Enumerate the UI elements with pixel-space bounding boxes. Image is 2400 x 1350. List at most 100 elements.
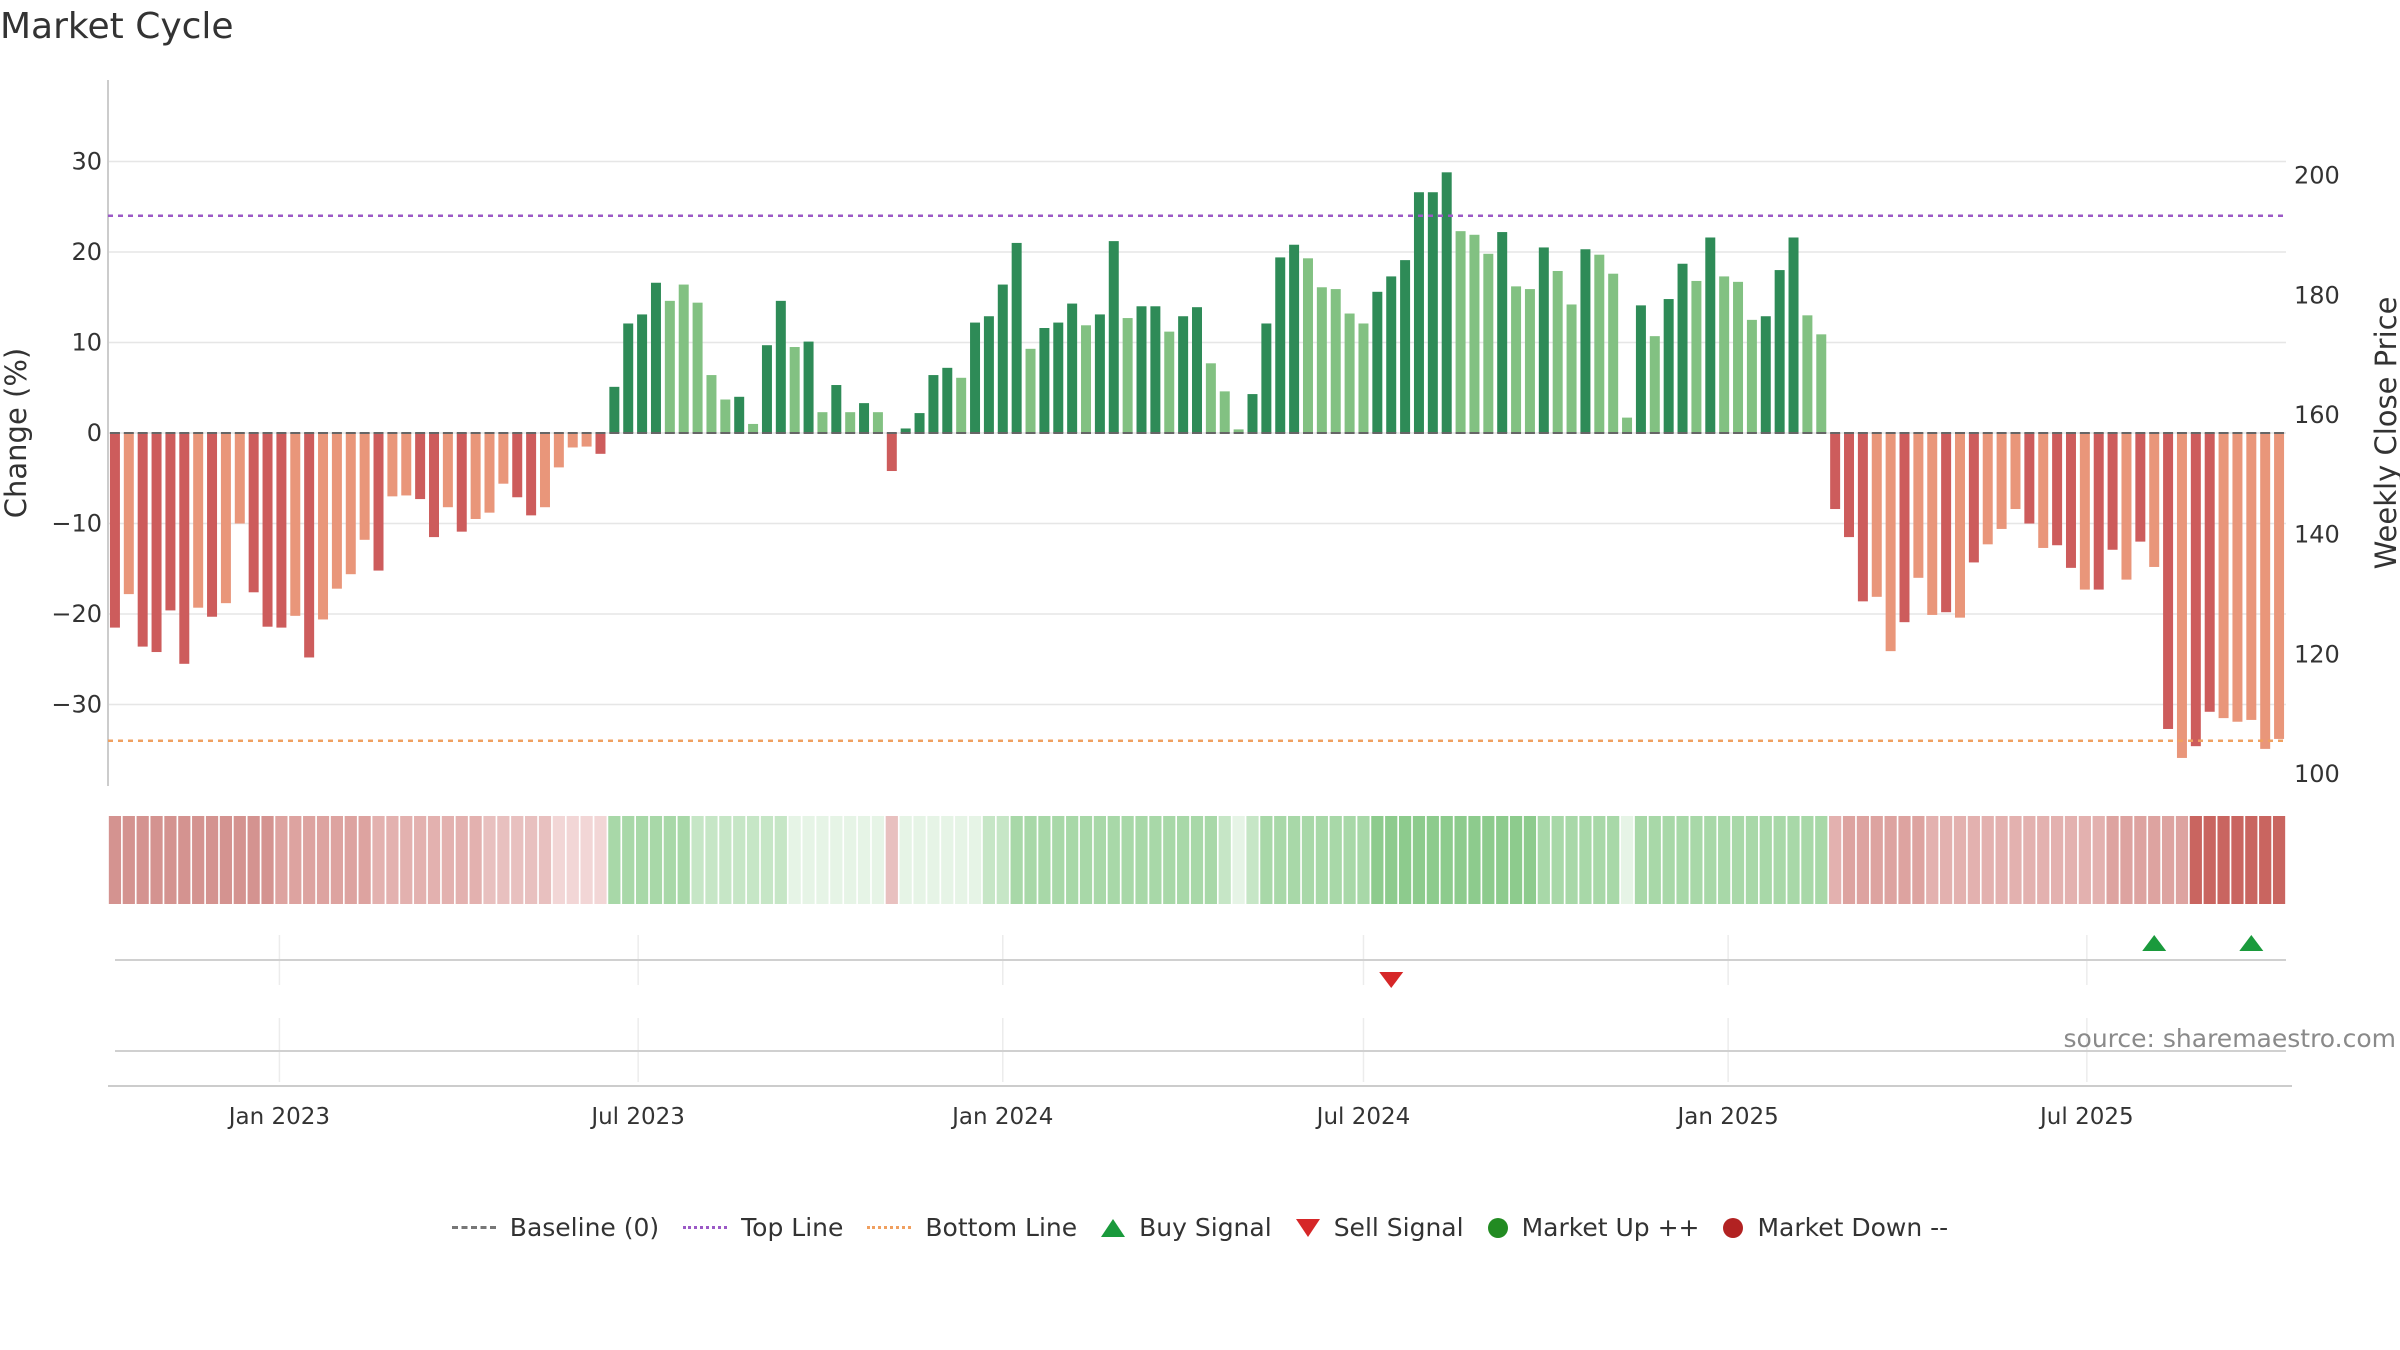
heat-cell <box>1079 816 1093 904</box>
y-tick-label: 20 <box>71 238 102 266</box>
change-bar <box>900 428 911 433</box>
change-bar <box>179 433 190 664</box>
change-bar <box>1275 257 1286 433</box>
heat-cell <box>1357 816 1370 904</box>
heat-cell <box>2175 816 2189 904</box>
change-bar <box>1122 318 1133 433</box>
heat-cell <box>663 816 676 904</box>
heat-cell <box>1815 816 1828 904</box>
heat-cell <box>483 816 496 904</box>
change-bar <box>1316 287 1327 433</box>
heat-cell <box>635 816 649 904</box>
change-bar <box>1691 280 1702 433</box>
change-bar <box>401 433 412 496</box>
x-axis: Jan 2023 Jul 2023 Jan 2024 Jul 2024 Jan 2025… <box>108 1085 2292 1130</box>
change-bar <box>2246 433 2257 720</box>
change-bar <box>1705 237 1716 433</box>
heat-cell <box>2148 816 2161 904</box>
heat-cell <box>927 816 940 904</box>
heat-cell <box>1731 816 1745 904</box>
heat-cell <box>2272 816 2286 904</box>
change-bar <box>1469 234 1480 433</box>
heat-cell <box>802 816 815 904</box>
heat-cell <box>594 816 607 904</box>
change-bar <box>761 345 772 433</box>
change-bar <box>1857 433 1868 602</box>
change-bar <box>234 433 245 524</box>
heat-cell <box>1690 816 1703 904</box>
change-bar <box>2107 433 2118 550</box>
heat-cell <box>2203 816 2216 904</box>
change-bar <box>859 403 870 433</box>
heat-cell <box>2134 816 2147 904</box>
heat-cell <box>1801 816 1814 904</box>
heat-cell <box>219 816 233 904</box>
heat-cell <box>2245 816 2258 904</box>
heat-cell <box>1842 816 1856 904</box>
change-bar <box>664 300 675 433</box>
change-bar <box>512 433 523 498</box>
heat-cell <box>2009 816 2022 904</box>
change-bar <box>692 302 703 433</box>
buy-signal-marker <box>2239 935 2264 951</box>
heat-cell <box>844 816 857 904</box>
source-note: source: sharemaestro.com <box>2063 1024 2397 1053</box>
heat-cell <box>1953 816 1967 904</box>
heat-cell <box>1593 816 1606 904</box>
heat-cell <box>1704 816 1717 904</box>
change-bar <box>2079 433 2090 590</box>
heat-cell <box>538 816 552 904</box>
heat-cell <box>1551 816 1564 904</box>
heat-cell <box>1440 816 1453 904</box>
change-bar <box>775 300 786 433</box>
heat-cell <box>1301 816 1315 904</box>
change-bar <box>1483 253 1494 433</box>
heat-cell <box>1093 816 1106 904</box>
heat-cell <box>1912 816 1925 904</box>
change-bar <box>637 314 648 433</box>
heat-cell <box>372 816 385 904</box>
change-bar <box>1108 241 1119 433</box>
heat-cell <box>150 816 163 904</box>
change-bar <box>415 433 426 500</box>
heat-cell <box>941 816 954 904</box>
change-bar <box>1913 433 1924 578</box>
change-bar <box>1081 325 1092 433</box>
heat-cell <box>677 816 690 904</box>
heat-cell <box>1066 816 1079 904</box>
change-bar <box>2024 433 2035 524</box>
change-bar <box>137 433 148 647</box>
dotted-purple-icon <box>683 1226 728 1229</box>
change-bar <box>2163 433 2174 729</box>
heat-cell <box>1648 816 1661 904</box>
heat-cell <box>1218 816 1231 904</box>
heat-cell <box>192 816 205 904</box>
heat-cell <box>1121 816 1134 904</box>
heat-cell <box>955 816 968 904</box>
signal-panel <box>115 935 2286 1082</box>
change-bar <box>1136 306 1147 433</box>
change-bar <box>1677 263 1688 433</box>
change-bar <box>1802 315 1813 433</box>
change-bar <box>1524 289 1535 433</box>
y-axis-label: Change (%) <box>0 348 33 518</box>
change-bar <box>1635 305 1646 433</box>
heat-cell <box>1454 816 1467 904</box>
change-bar <box>1413 192 1424 433</box>
heat-cell <box>1829 816 1842 904</box>
change-bar <box>1094 314 1105 433</box>
change-bar <box>831 385 842 433</box>
change-bar <box>1497 232 1508 433</box>
change-bar <box>1719 276 1730 433</box>
heat-cell <box>1898 816 1911 904</box>
change-bar <box>1150 306 1161 433</box>
change-bar <box>318 433 329 620</box>
change-bar <box>1954 433 1965 618</box>
y-right-tick-label: 140 <box>2294 521 2340 549</box>
legend-market-down: Market Down -- <box>1723 1213 1948 1242</box>
change-bar <box>1025 348 1036 433</box>
change-bar <box>1580 249 1591 433</box>
heat-cell <box>316 816 330 904</box>
change-bar <box>290 433 301 616</box>
heat-cell <box>1981 816 1994 904</box>
